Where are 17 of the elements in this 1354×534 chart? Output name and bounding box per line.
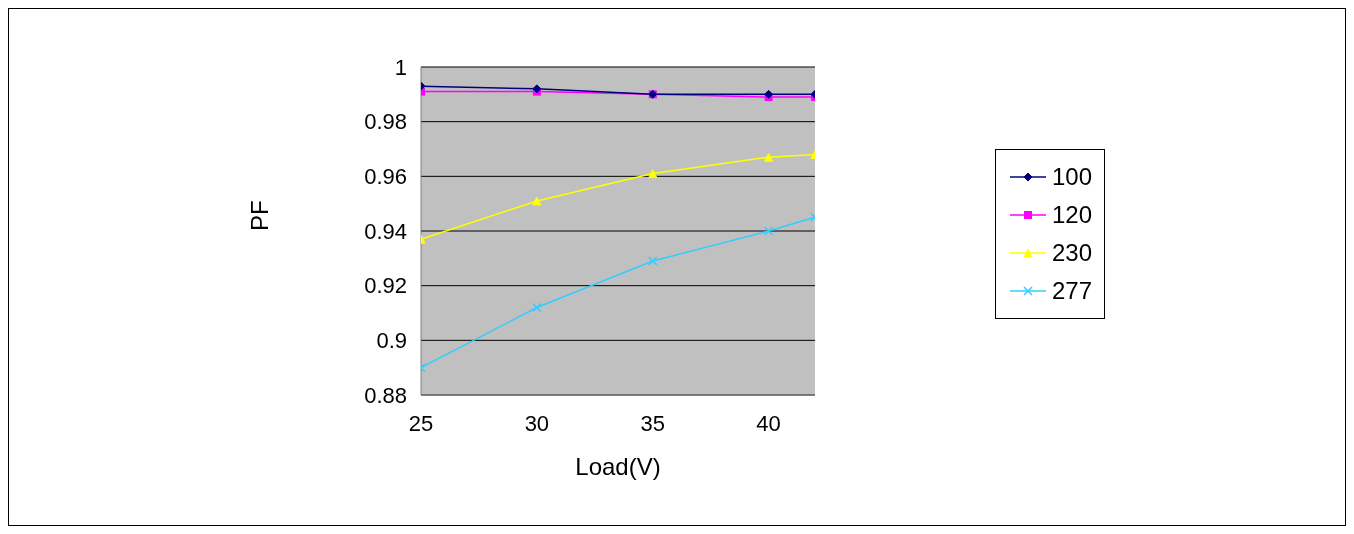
x-tick-label: 40 — [756, 410, 781, 436]
legend-label: 230 — [1051, 238, 1092, 268]
legend-label: 277 — [1051, 276, 1092, 306]
y-tick-label: 0.88 — [364, 382, 407, 408]
y-tick-label: 1 — [394, 54, 407, 80]
y-tick-label: 0.92 — [364, 273, 407, 299]
legend-label: 100 — [1051, 162, 1092, 192]
y-axis-title: PF — [245, 200, 273, 231]
y-tick-label: 0.98 — [364, 109, 407, 135]
y-tick-label: 0.96 — [364, 164, 407, 190]
legend-label: 120 — [1051, 200, 1092, 230]
y-tick-label: 0.94 — [364, 218, 407, 244]
x-tick-label: 30 — [524, 410, 550, 436]
y-tick-label: 0.9 — [376, 328, 407, 354]
x-axis-title: Load(V) — [575, 453, 661, 480]
x-tick-label: 35 — [640, 410, 665, 436]
x-tick-label: 25 — [408, 410, 434, 436]
